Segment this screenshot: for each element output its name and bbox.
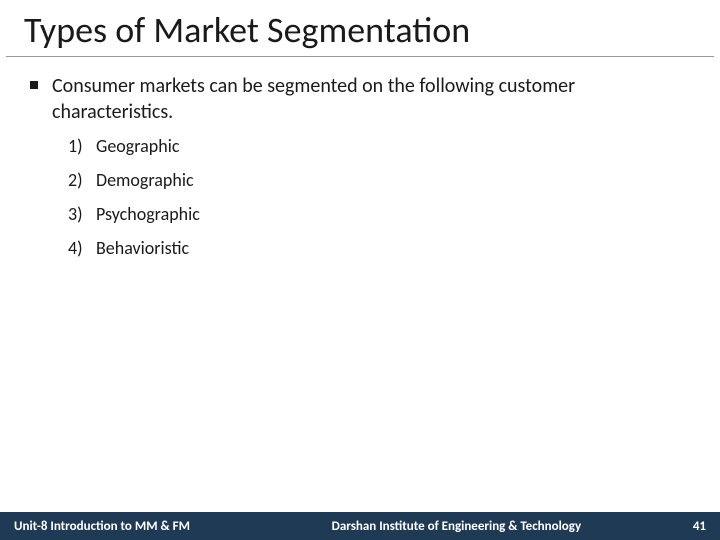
bullet-item: Consumer markets can be segmented on the… xyxy=(30,73,690,125)
item-number: 3) xyxy=(68,203,96,225)
bullet-text: Consumer markets can be segmented on the… xyxy=(52,73,690,125)
item-text: Behavioristic xyxy=(96,237,189,259)
square-bullet-icon xyxy=(30,81,38,89)
list-item: 3) Psychographic xyxy=(68,203,690,225)
list-item: 2) Demographic xyxy=(68,169,690,191)
footer-institute: Darshan Institute of Engineering & Techn… xyxy=(190,519,693,534)
numbered-list: 1) Geographic 2) Demographic 3) Psychogr… xyxy=(30,135,690,259)
list-item: 1) Geographic xyxy=(68,135,690,157)
footer-page-number: 41 xyxy=(693,519,706,534)
item-number: 4) xyxy=(68,237,96,259)
slide-title: Types of Market Segmentation xyxy=(6,0,714,57)
list-item: 4) Behavioristic xyxy=(68,237,690,259)
item-text: Geographic xyxy=(96,135,179,157)
slide-content: Consumer markets can be segmented on the… xyxy=(0,57,720,259)
footer-unit: Unit-8 Introduction to MM & FM xyxy=(14,519,190,534)
item-number: 1) xyxy=(68,135,96,157)
item-number: 2) xyxy=(68,169,96,191)
item-text: Psychographic xyxy=(96,203,200,225)
item-text: Demographic xyxy=(96,169,194,191)
slide-footer: Unit-8 Introduction to MM & FM Darshan I… xyxy=(0,512,720,540)
